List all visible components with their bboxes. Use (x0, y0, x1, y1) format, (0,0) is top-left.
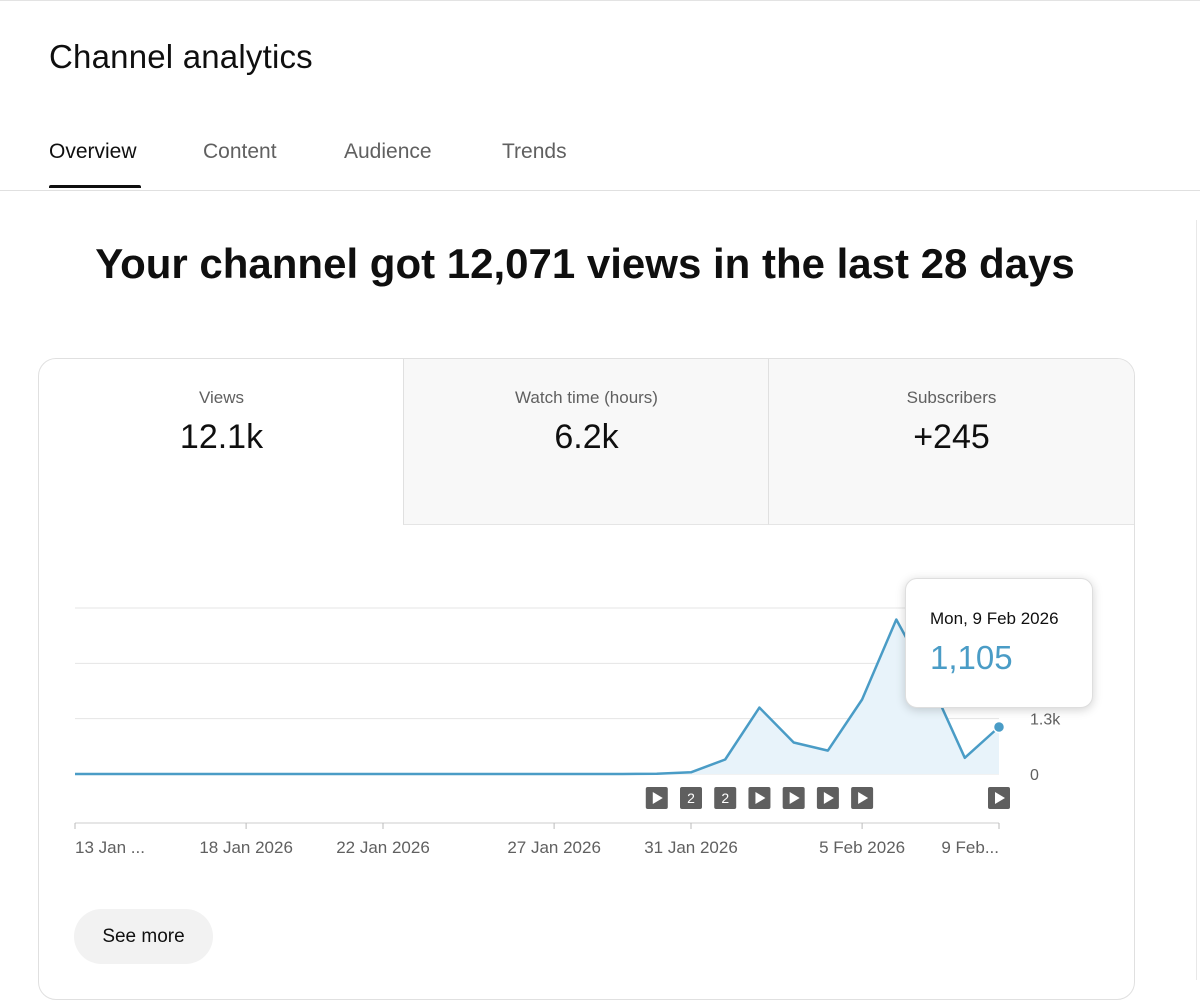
play-icon (652, 792, 663, 804)
play-icon (995, 792, 1005, 804)
play-icon (858, 792, 869, 804)
x-tick-label-6: 9 Feb... (941, 838, 999, 857)
x-tick-label-1: 18 Jan 2026 (199, 838, 293, 857)
upload-marker-2 (714, 787, 737, 809)
y-tick-label-0: 0 (1030, 767, 1039, 784)
metric-tab-views[interactable]: Views 12.1k (39, 359, 404, 524)
tab-overview[interactable]: Overview (49, 140, 137, 163)
highlighted-point (992, 720, 1006, 734)
see-more-button[interactable]: See more (74, 909, 213, 964)
metric-value-watch-time: 6.2k (554, 418, 619, 456)
upload-count-label-2: 2 (721, 790, 729, 806)
side-panel-divider (1196, 220, 1197, 980)
x-tick-label-5: 5 Feb 2026 (819, 838, 905, 857)
tab-bar: Overview Content Audience Trends (0, 130, 1200, 191)
tooltip-date: Mon, 9 Feb 2026 (930, 609, 1059, 628)
metric-label-watch-time: Watch time (hours) (515, 388, 658, 407)
top-border (0, 0, 1200, 1)
metric-tab-subscribers[interactable]: Subscribers +245 (768, 359, 1134, 525)
play-icon (789, 792, 800, 804)
views-area-fill (75, 619, 999, 774)
metric-tab-watch-time[interactable]: Watch time (hours) 6.2k (403, 359, 769, 525)
upload-count-label-1: 2 (687, 790, 695, 806)
x-tick-label-3: 27 Jan 2026 (507, 838, 601, 857)
metric-value-subscribers: +245 (913, 418, 990, 456)
page-title: Channel analytics (49, 38, 313, 75)
upload-marker-1 (680, 787, 702, 809)
tooltip-value: 1,105 (930, 639, 1013, 676)
x-tick-label-0: 13 Jan ... (75, 838, 145, 857)
y-tick-label-1: 1.3k (1030, 712, 1061, 729)
metric-label-subscribers: Subscribers (906, 388, 997, 407)
chart-tooltip: Mon, 9 Feb 2026 1,105 (905, 578, 1093, 708)
x-tick-label-4: 31 Jan 2026 (644, 838, 738, 857)
metric-label-views: Views (198, 388, 245, 407)
tab-audience[interactable]: Audience (344, 140, 432, 163)
summary-headline: Your channel got 12,071 views in the las… (95, 240, 1075, 287)
views-line (75, 618, 1000, 776)
active-tab-indicator (49, 185, 141, 188)
tab-trends[interactable]: Trends (502, 140, 567, 163)
tab-content[interactable]: Content (203, 140, 277, 163)
metric-value-views: 12.1k (179, 418, 264, 456)
play-icon (823, 792, 834, 804)
x-tick-label-2: 22 Jan 2026 (336, 838, 430, 857)
play-icon (755, 792, 766, 804)
